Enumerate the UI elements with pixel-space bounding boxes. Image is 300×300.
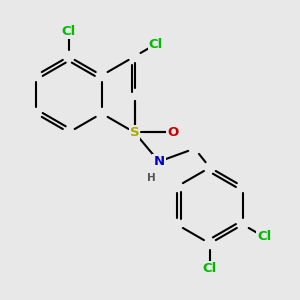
Text: N: N [153,155,164,168]
Text: Cl: Cl [203,262,217,275]
Text: H: H [147,172,156,182]
Text: Cl: Cl [257,230,271,243]
Text: Cl: Cl [149,38,163,51]
Text: S: S [130,126,140,139]
Text: Cl: Cl [61,25,76,38]
Text: O: O [167,126,178,139]
